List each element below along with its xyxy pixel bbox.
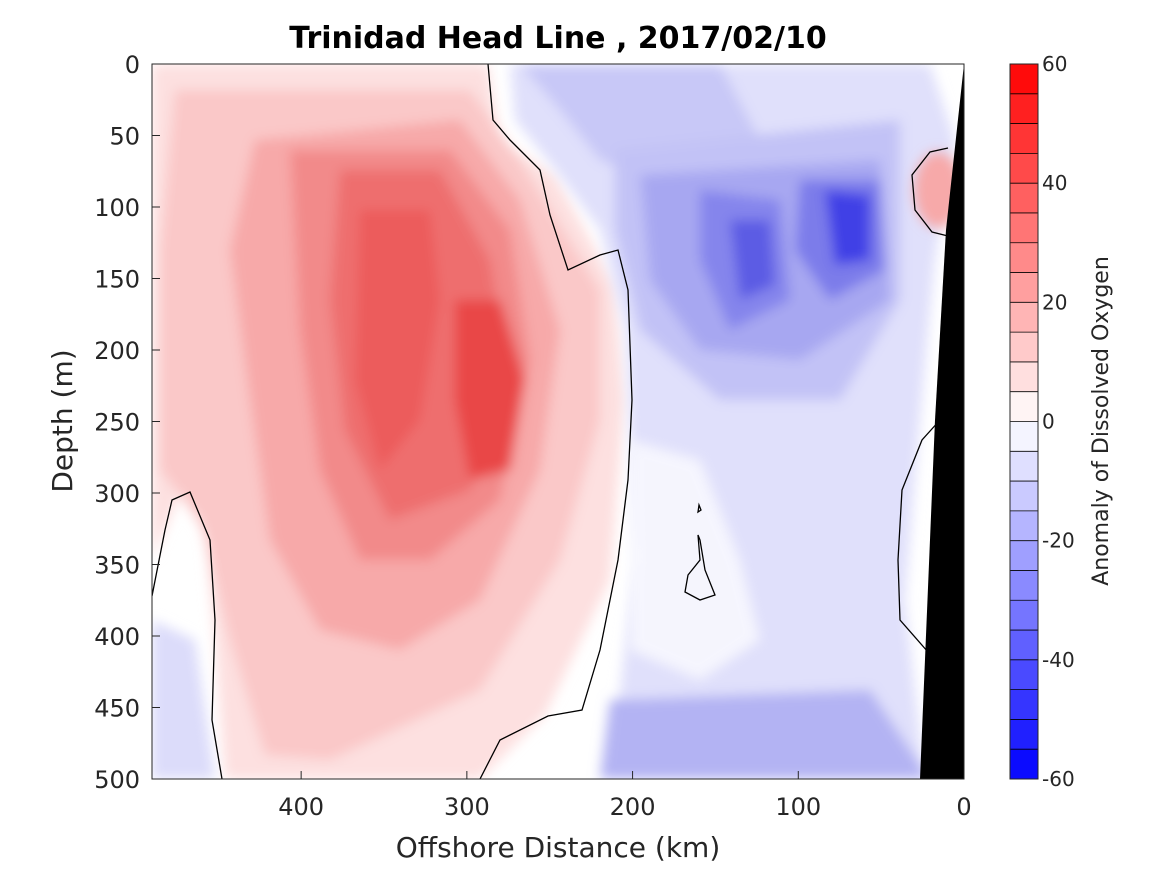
colorbar-segment	[1010, 242, 1038, 273]
zero-contours	[152, 64, 949, 779]
colorbar-tick-label: 0	[1042, 410, 1055, 434]
y-tick-label: 500	[94, 766, 140, 794]
chart-title: Trinidad Head Line , 2017/02/10	[289, 21, 826, 56]
colorbar-segment	[1010, 64, 1038, 94]
x-axis: 400 300 200 100 0	[278, 771, 972, 821]
colorbar-segment	[1010, 510, 1038, 541]
colorbar-segment	[1010, 540, 1038, 571]
colorbar-frame	[1009, 63, 1039, 780]
y-tick-label: 250	[94, 409, 140, 437]
colorbar-tick-label: -40	[1042, 648, 1075, 672]
colorbar: 60 40 20 0 -20 -40 -60	[1009, 52, 1075, 791]
colorbar-segment	[1010, 153, 1038, 184]
negative-anomaly-region	[152, 64, 955, 779]
colorbar-segment	[1010, 451, 1038, 482]
y-axis-label: Depth (m)	[46, 349, 79, 492]
y-tick-label: 150	[94, 266, 140, 294]
colorbar-label: Anomaly of Dissolved Oxygen	[1089, 256, 1114, 586]
y-tick-label: 450	[94, 695, 140, 723]
y-tick-label: 400	[94, 623, 140, 651]
colorbar-segment	[1010, 302, 1038, 333]
colorbar-tick-label: 60	[1042, 52, 1067, 76]
colorbar-tick-label: -60	[1042, 767, 1075, 791]
colorbar-segment	[1010, 600, 1038, 631]
colorbar-segment	[1010, 183, 1038, 213]
colorbar-segment	[1010, 659, 1038, 690]
positive-anomaly-region	[152, 64, 625, 779]
x-axis-label: Offshore Distance (km)	[396, 831, 721, 864]
y-tick-label: 100	[94, 194, 140, 222]
colorbar-segment	[1010, 93, 1038, 124]
colorbar-segment	[1010, 481, 1038, 511]
x-tick-label: 300	[444, 793, 490, 821]
colorbar-segment	[1010, 630, 1038, 660]
colorbar-segment	[1010, 421, 1038, 452]
contour-field	[152, 64, 964, 779]
colorbar-tick-label: -20	[1042, 529, 1075, 553]
colorbar-segment	[1010, 361, 1038, 392]
y-tick-label: 200	[94, 337, 140, 365]
colorbar-segment	[1010, 272, 1038, 303]
bathymetry-shelf	[920, 64, 964, 779]
colorbar-tick-label: 20	[1042, 290, 1067, 314]
colorbar-tick-label: 40	[1042, 171, 1067, 195]
colorbar-segment	[1010, 123, 1038, 154]
y-axis: 0 50 100 150 200 250 300 350 400 450 500	[94, 51, 160, 794]
y-tick-label: 300	[94, 480, 140, 508]
neutral-band	[630, 440, 760, 680]
colorbar-segment	[1010, 212, 1038, 243]
colorbar-segment	[1010, 689, 1038, 720]
colorbar-segment	[1010, 391, 1038, 422]
x-tick-label: 200	[610, 793, 656, 821]
plot-area	[151, 63, 965, 780]
colorbar-segment	[1010, 332, 1038, 362]
y-tick-label: 350	[94, 552, 140, 580]
y-tick-label: 50	[109, 123, 140, 151]
colorbar-segment	[1010, 719, 1038, 750]
x-tick-label: 100	[775, 793, 821, 821]
colorbar-segment	[1010, 749, 1038, 779]
x-tick-label: 400	[278, 793, 324, 821]
x-tick-label: 0	[956, 793, 971, 821]
colorbar-segment	[1010, 570, 1038, 601]
y-tick-label: 0	[125, 51, 140, 79]
